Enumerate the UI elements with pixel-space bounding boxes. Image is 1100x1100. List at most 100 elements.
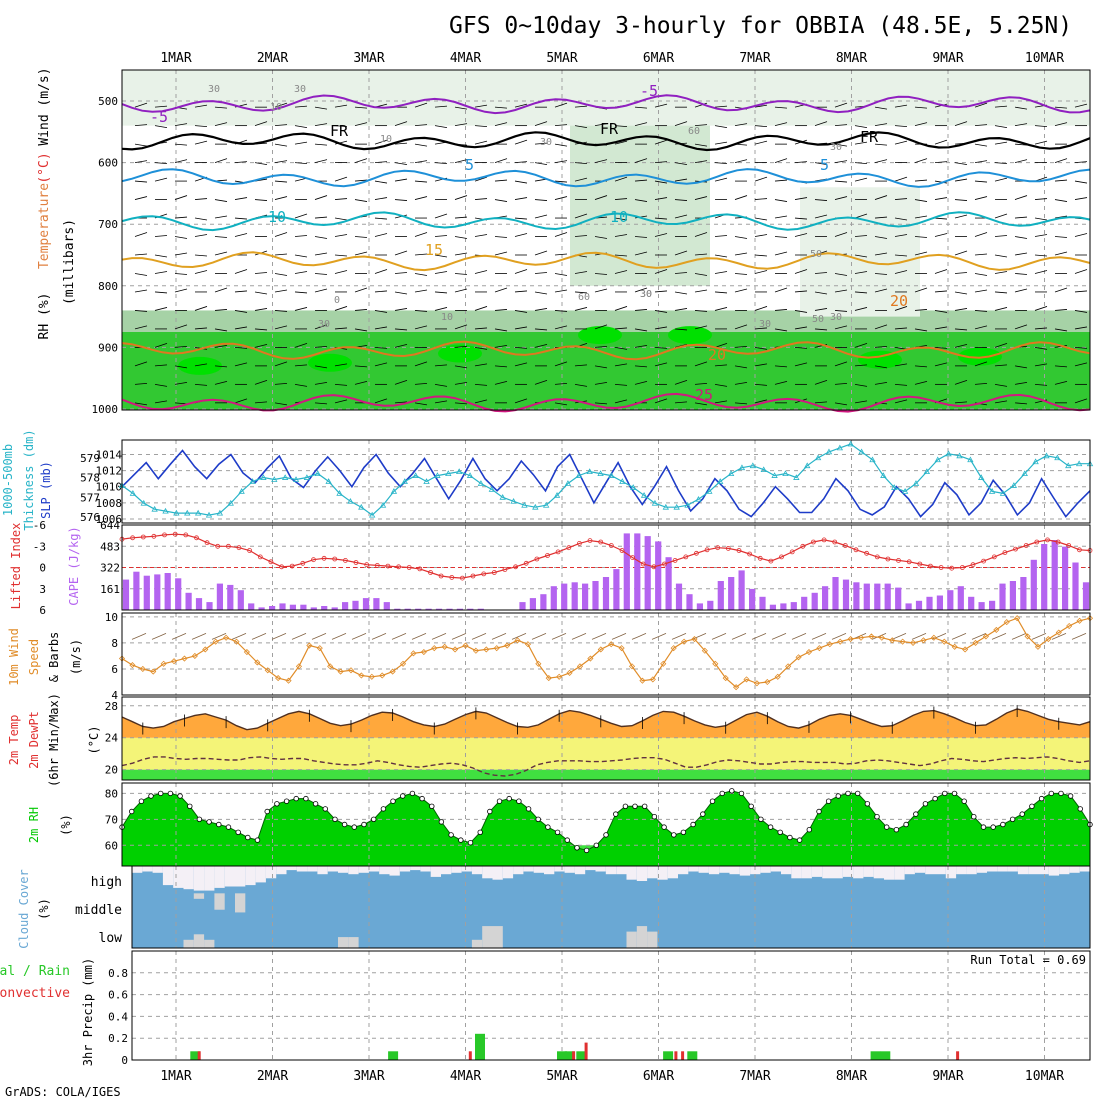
wind-barb (1054, 251, 1068, 256)
wind-barb (414, 232, 428, 237)
wind-barb (874, 252, 888, 256)
cloud-low-gap (626, 931, 637, 948)
cloud-high-gap (832, 866, 843, 879)
wind-speed-point (452, 646, 459, 653)
wind-barb (594, 195, 608, 200)
thickness-point (630, 484, 637, 490)
wind-barb (314, 273, 328, 275)
wind-barb (754, 399, 768, 404)
date-label-top: 2MAR (257, 51, 288, 66)
wind-barb (334, 306, 348, 311)
wind-barb (454, 346, 468, 348)
wind-barb (294, 213, 308, 219)
cloud-high-gap (595, 866, 606, 872)
wind-barb (494, 287, 508, 293)
rh2m-point (709, 798, 716, 804)
wind-barb (854, 400, 868, 404)
wind-barb (294, 383, 308, 387)
wind-speed-point (306, 642, 313, 649)
wind-barb (1054, 158, 1068, 163)
rh2m-tick-label: 60 (105, 839, 118, 852)
thickness-point (717, 478, 724, 484)
wind-speed-point (722, 675, 729, 682)
lifted-index-point (236, 545, 242, 551)
wind-barb (514, 217, 528, 220)
rh2m-point (1048, 790, 1054, 797)
wind-barb (774, 106, 788, 109)
lifted-index-point (874, 554, 880, 560)
wind-barb (174, 143, 188, 146)
wind-barb (574, 235, 588, 237)
wind-speed-point (160, 660, 167, 667)
wind-barb-10m (771, 633, 787, 640)
rh2m-point (1019, 811, 1025, 817)
rh2m-point (409, 790, 416, 797)
wind-barb (394, 272, 408, 274)
rh-contour-label: 60 (578, 292, 590, 303)
wind-barb (214, 215, 228, 219)
wind-speed-point (972, 639, 979, 647)
thickness-point (684, 501, 691, 508)
lifted-index-point (289, 563, 295, 569)
wind-barb (354, 365, 368, 368)
wind-speed-point (878, 634, 885, 641)
thickness-point (434, 472, 441, 478)
wind-barb (294, 235, 308, 237)
date-label-bottom: 7MAR (739, 1069, 770, 1084)
wind-speed-point (920, 637, 927, 644)
rh2m-point (554, 829, 561, 835)
lifted-index-point (438, 573, 444, 579)
wind-barb (954, 250, 968, 256)
rh2m-point (216, 821, 222, 828)
cape-bar (310, 607, 317, 610)
lifted-index-point (789, 549, 795, 555)
wind-barb (1074, 326, 1088, 330)
wind-barb (854, 162, 868, 164)
rh2m-point (942, 790, 948, 797)
wind-barb (234, 269, 248, 274)
wind10m-label-3: & Barbs (47, 632, 61, 683)
wind-barb-10m (311, 633, 327, 640)
cape-bar (602, 577, 610, 610)
wind-barb (774, 122, 788, 127)
wind-barb (154, 343, 168, 348)
wind-barb (154, 125, 168, 129)
wind-barb (774, 199, 788, 202)
wind-barb (334, 217, 348, 221)
rh2m-label: 2m RH (27, 807, 41, 843)
thickness-point (923, 468, 931, 475)
temperature-contour-label: 5 (820, 156, 829, 174)
rh2m-panel: 60 70 80 2m RH (%) (27, 782, 1093, 867)
wind-barb (894, 234, 908, 237)
wind-barb (694, 325, 708, 330)
wind-barb (334, 234, 348, 237)
wind-barb (1074, 103, 1088, 108)
wind-barb (934, 310, 948, 313)
wind-barb (314, 106, 328, 110)
wind-barb (314, 216, 328, 219)
rh2m-point (458, 837, 464, 843)
thickness-point (358, 503, 365, 510)
wind-barb (514, 103, 528, 108)
wind-barb (374, 362, 388, 367)
cloud-high-gap (801, 866, 812, 879)
wind-barb (834, 124, 848, 127)
wind-barb-10m (671, 633, 687, 640)
cape-bar (331, 607, 338, 610)
rh2m-point (1058, 790, 1064, 797)
wind-barb (794, 197, 808, 200)
wind-barb (1014, 402, 1028, 405)
cloud-high-gap (451, 866, 462, 873)
lifted-index-point (938, 565, 944, 570)
wind-barb (134, 325, 148, 330)
wind-barb (334, 399, 348, 404)
wind-barb (934, 197, 948, 200)
cape-bar (926, 596, 933, 610)
cloud-high-gap (523, 866, 534, 872)
wind-speed-point (733, 684, 740, 691)
wind-barb (874, 324, 888, 330)
wind-barb (554, 253, 568, 256)
thickness-point (945, 450, 952, 457)
wind-barb-10m (1011, 633, 1027, 640)
cape-bar (832, 577, 839, 610)
